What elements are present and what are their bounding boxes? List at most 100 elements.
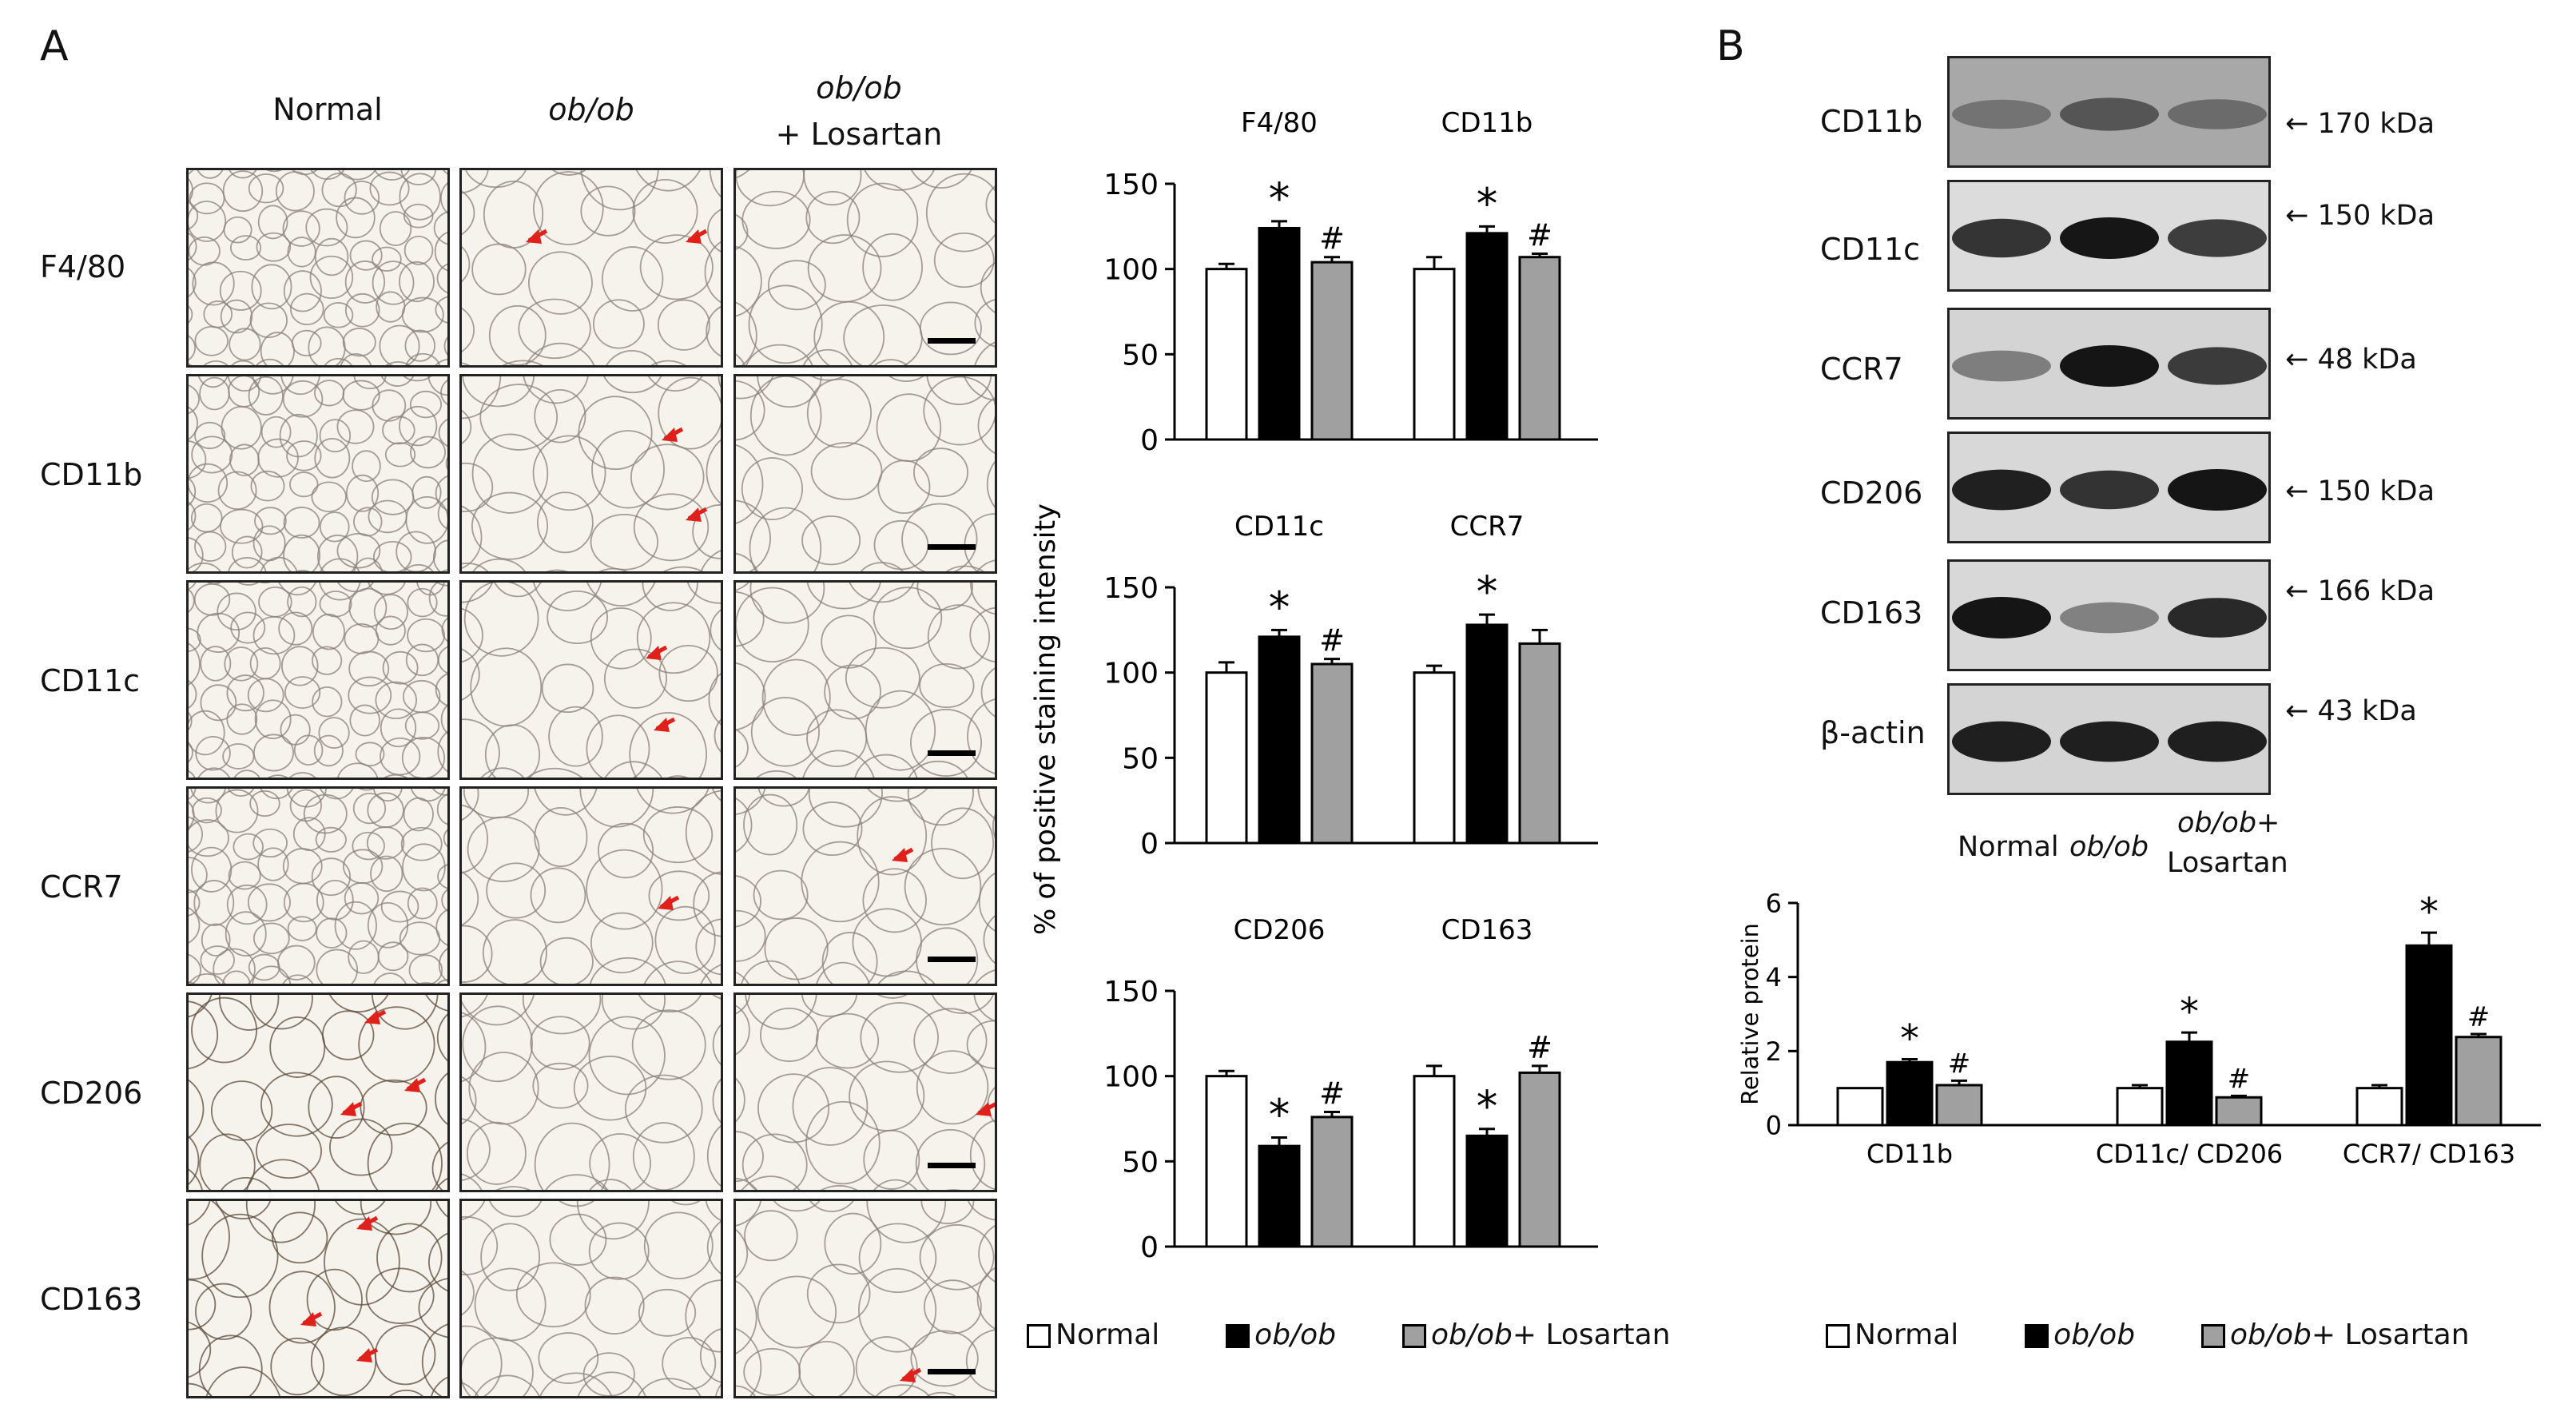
red-arrow-icon: [340, 1101, 363, 1116]
protein-band: [2060, 602, 2159, 634]
column-title-losartan-line2: + Losartan: [775, 117, 943, 152]
bar-2-0: [1310, 1116, 1354, 1248]
significance-star: *: [1477, 179, 1498, 229]
bar-0-0: [1205, 268, 1248, 441]
bar-1-1: [2165, 1040, 2213, 1127]
protein-band: [1952, 469, 2051, 511]
bar-2-1: [1518, 1071, 1561, 1248]
tissue-texture: [736, 995, 995, 1190]
panel-a-letter: A: [40, 22, 69, 70]
panel-b-letter: B: [1716, 22, 1745, 70]
tissue-texture: [462, 583, 721, 778]
tissue-texture: [189, 376, 447, 571]
y-tick-label: 150: [1103, 976, 1159, 1008]
red-arrow-icon: [654, 717, 676, 732]
kda-marker: ← 43 kDa: [2285, 695, 2417, 727]
bar-2-1: [1518, 642, 1561, 845]
tissue-texture: [736, 789, 995, 984]
kda-marker: ← 170 kDa: [2285, 108, 2435, 140]
protein-band: [2060, 345, 2159, 387]
legend-b-losartan-swatch: [2200, 1324, 2225, 1348]
significance-hash: #: [1527, 217, 1552, 253]
protein-band: [2168, 598, 2267, 638]
significance-star: *: [1269, 1090, 1290, 1140]
protein-band: [1952, 99, 2051, 129]
protein-band: [1952, 218, 2051, 258]
legend-losartan-label-italic: ob/ob: [1430, 1319, 1513, 1351]
bar-2-2: [2455, 1036, 2502, 1127]
bar-2-0: [1935, 1084, 1983, 1127]
column-title-normal: Normal: [272, 92, 383, 127]
legend-normal-label: Normal: [1055, 1319, 1160, 1351]
category-label: CD163: [1441, 914, 1533, 946]
row-label-cd206: CD206: [40, 1076, 143, 1111]
legend-panel-b: Normal ob/ob ob/ob+ Losartan: [1826, 1319, 2470, 1351]
scale-bar: [928, 1369, 976, 1374]
micrograph-image: [733, 786, 997, 986]
column-title-losartan-line1: ob/ob: [816, 70, 902, 105]
column-title-obob: ob/ob: [548, 92, 634, 127]
bar-2-0: [1310, 662, 1354, 845]
y-tick-label: 100: [1103, 658, 1159, 690]
bar-1-2: [2405, 944, 2453, 1127]
protein-band: [2060, 217, 2159, 259]
legend-b-losartan-label-rest: + Losartan: [2311, 1319, 2470, 1351]
bar-1-0: [1258, 226, 1301, 441]
red-arrow-icon: [364, 1009, 387, 1024]
category-label: CD11b: [1441, 107, 1533, 139]
blot-label: CD11b: [1820, 104, 1923, 139]
chart-relative-protein: 0 2 4 6 * # CD11b * # CD11c/ CD206 * # CCR7/ CD163 Re…: [1736, 889, 2541, 1169]
blot-strip: [1947, 432, 2271, 543]
tissue-texture: [462, 1201, 721, 1396]
bar-1-1: [1465, 1134, 1509, 1248]
panel-a-y-axis-label: % of positive staining intensity: [1031, 503, 1062, 935]
micrograph-image: [186, 786, 450, 986]
significance-hash: #: [1319, 221, 1345, 257]
kda-text: 170 kDa: [2317, 108, 2435, 140]
protein-band: [2168, 469, 2267, 511]
red-arrow-icon: [686, 507, 708, 522]
micrograph-image: [733, 580, 997, 780]
bar-0-0: [1836, 1087, 1884, 1127]
panel-a-y-axis-text: % of positive staining intensity: [1031, 503, 1062, 935]
red-arrow-icon: [976, 1102, 995, 1116]
y-tick-label: 0: [1140, 828, 1159, 859]
significance-star: *: [2180, 990, 2199, 1034]
red-arrow-icon: [892, 847, 914, 862]
micrograph-image: [186, 580, 450, 780]
y-axis-label: Relative protein: [1736, 923, 1763, 1105]
red-arrow-icon: [646, 645, 668, 660]
protein-band: [2168, 99, 2267, 129]
legend-panel-a: Normal ob/ob ob/ob+ Losartan: [1027, 1319, 1671, 1351]
bar-0-0: [1205, 671, 1248, 845]
tissue-texture: [736, 170, 995, 365]
bar-1-0: [1258, 635, 1301, 845]
legend-normal-swatch: [1027, 1324, 1051, 1348]
scale-bar: [928, 544, 976, 550]
protein-band: [1952, 350, 2051, 382]
micrograph-image: [733, 992, 997, 1192]
micrograph-image: [186, 168, 450, 368]
tissue-texture: [736, 1201, 995, 1396]
tissue-texture: [189, 170, 447, 365]
bar-1-1: [1465, 623, 1509, 845]
micrograph-image: [186, 992, 450, 1192]
y-tick-label: 0: [1140, 424, 1159, 455]
category-label: CCR7/ CD163: [2343, 1139, 2515, 1169]
tissue-texture: [189, 995, 447, 1190]
legend-b-obob-swatch: [2025, 1324, 2049, 1348]
kda-text: 150 kDa: [2317, 475, 2435, 507]
y-tick-label: 0: [1766, 1111, 1782, 1141]
significance-star: *: [1477, 1082, 1498, 1132]
blot-strip: [1947, 559, 2271, 671]
tissue-texture: [189, 583, 447, 778]
blot-label: CD206: [1820, 475, 1923, 511]
protein-band: [2168, 219, 2267, 257]
bar-0-1: [1413, 1075, 1456, 1248]
category-label: CD11c: [1234, 511, 1324, 543]
blot-label: β-actin: [1820, 715, 1926, 750]
bar-0-1: [1413, 671, 1456, 845]
micrograph-image: [459, 1199, 723, 1398]
bar-0-1: [2116, 1087, 2164, 1127]
chart-f480-cd11b: 0 50 100 150 * # F4/80 * # CD11b: [1103, 107, 1598, 455]
